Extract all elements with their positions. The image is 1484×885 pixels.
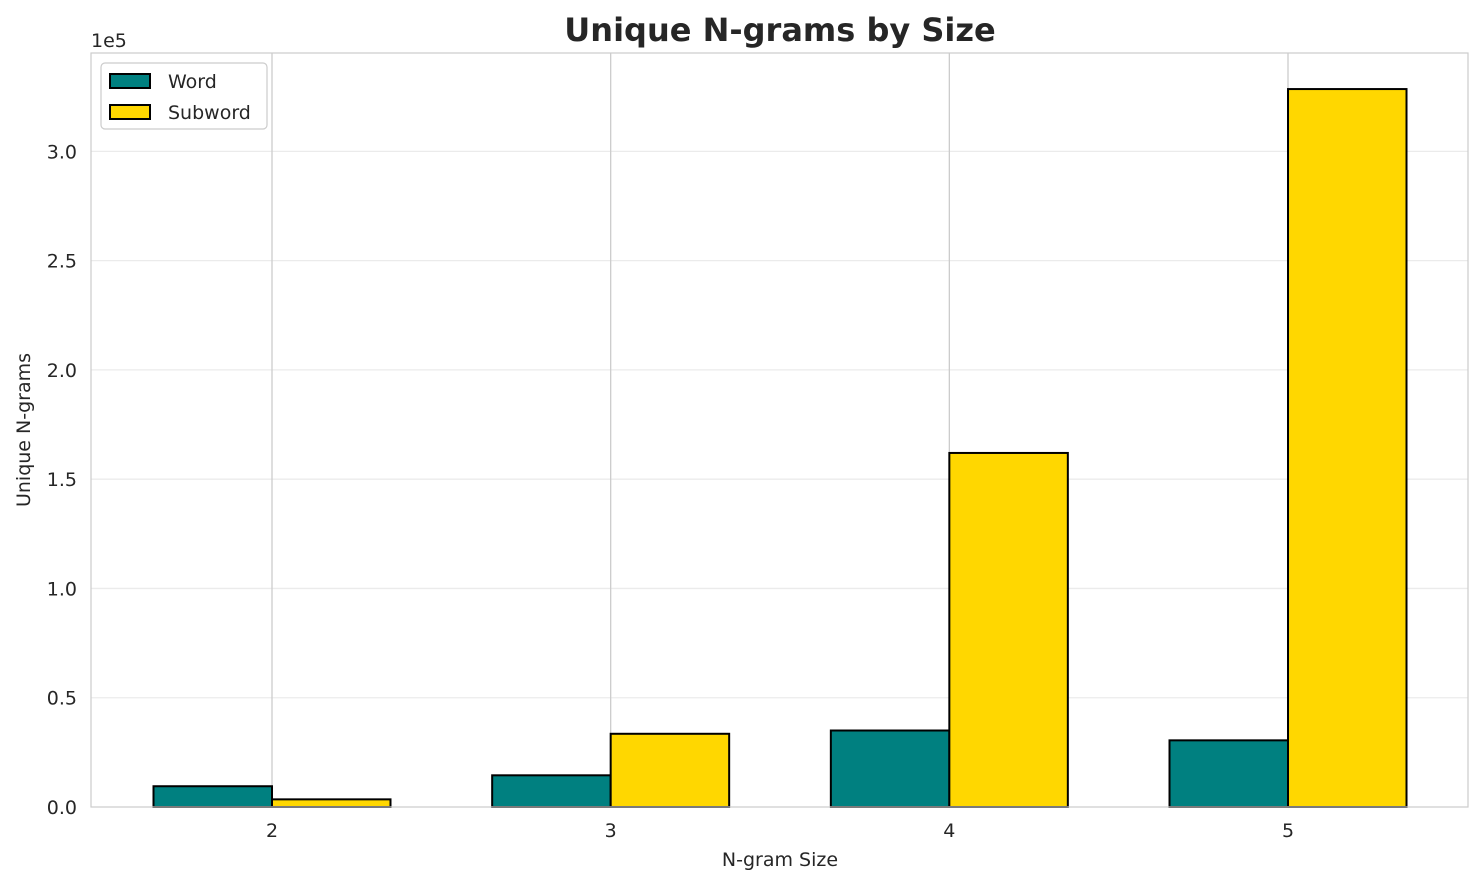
plot-frame (90, 52, 1469, 808)
bars (152, 88, 1408, 809)
y-tick-label: 0.0 (47, 797, 77, 819)
tick-labels: 0.0 0.5 1.0 1.5 2.0 2.5 3.0 2 3 4 5 (47, 141, 1294, 842)
x-tick-label: 5 (1282, 820, 1294, 842)
bar-subword-5 (1287, 88, 1408, 809)
bar-word-3 (491, 774, 612, 808)
bar-word-5 (1168, 739, 1290, 809)
bar-word-2 (152, 785, 273, 808)
bar-subword-2 (271, 798, 392, 808)
y-axis-label: Unique N-grams (13, 353, 35, 507)
legend-label-subword: Subword (168, 102, 251, 124)
y-tick-label: 1.5 (47, 469, 77, 491)
x-tick-label: 2 (266, 820, 278, 842)
y-tick-label: 1.0 (47, 578, 77, 600)
legend-swatch-word (109, 73, 151, 89)
x-axis-label: N-gram Size (722, 849, 838, 871)
y-tick-label: 3.0 (47, 141, 77, 163)
legend: Word Subword (100, 62, 268, 130)
chart-title: Unique N-grams by Size (564, 11, 995, 49)
grid-lines (91, 53, 1468, 807)
y-scale-label: 1e5 (91, 30, 127, 52)
bar-word-4 (829, 729, 951, 809)
y-tick-label: 2.5 (47, 251, 77, 273)
legend-label-word: Word (168, 71, 217, 93)
y-tick-label: 0.5 (47, 688, 77, 710)
legend-swatch-subword (109, 104, 151, 120)
y-tick-label: 2.0 (47, 360, 77, 382)
bar-subword-3 (609, 732, 731, 809)
x-tick-label: 3 (605, 820, 617, 842)
x-tick-label: 4 (943, 820, 955, 842)
bar-subword-4 (948, 451, 1069, 808)
